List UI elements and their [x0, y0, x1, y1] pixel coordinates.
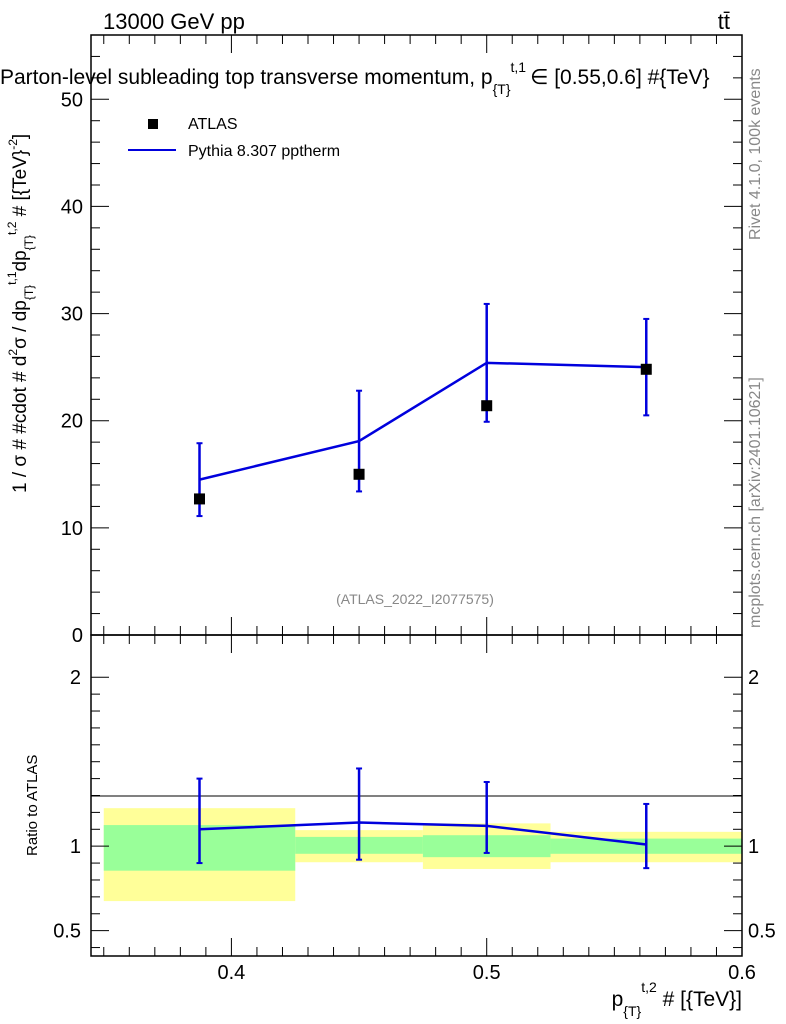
y-tick-label: 30: [61, 304, 83, 326]
data-point: [640, 363, 652, 375]
y-tick-label: 40: [61, 196, 83, 218]
data-point: [194, 493, 205, 505]
ratio-y-tick-label: 2: [70, 667, 81, 689]
rivet-label: Rivet 4.1.0, 100k events: [747, 68, 764, 240]
main-series: [194, 302, 652, 518]
ratio-series: [196, 767, 650, 870]
main-ylabel: 1 / σ # #cdot # d2σ / dp{T}t,1dp{T}t,2 #…: [5, 134, 36, 493]
ratio-y-tick-label-right: 0.5: [748, 921, 776, 943]
mcplots-label: mcplots.cern.ch [arXiv:2401.10621]: [747, 377, 764, 628]
ratio-y-tick-label-right: 1: [748, 836, 759, 858]
ratio-ylabel: Ratio to ATLAS: [24, 755, 41, 856]
y-tick-label: 50: [61, 89, 83, 111]
main-title: Parton-level subleading top transverse m…: [0, 59, 710, 97]
legend-data-label: ATLAS: [188, 116, 238, 133]
x-tick-label: 0.4: [218, 962, 246, 984]
process-label: tt̄: [718, 9, 730, 34]
ratio-panel: 0.5 0.5 1 1 2 2 0.4 0.5 0.6 Ratio to ATLAS p{T}t…: [24, 634, 776, 1019]
y-tick-label: 20: [61, 411, 83, 433]
legend: ATLAS Pythia 8.307 pptherm: [128, 116, 340, 160]
legend-data-marker: [148, 119, 158, 129]
main-panel: 10 20 30 40 50 0 (ATLAS_2022_I2077575) ATLAS …: [0, 34, 743, 647]
ratio-line: [199, 821, 647, 846]
mc-line: [199, 361, 647, 481]
energy-label: 13000 GeV pp: [103, 9, 245, 34]
x-tick-label: 0.5: [473, 962, 501, 984]
data-point: [353, 468, 365, 480]
legend-mc-label: Pythia 8.307 pptherm: [188, 143, 340, 160]
y-tick-label: 10: [61, 518, 83, 540]
x-tick-label: 0.6: [728, 962, 756, 984]
title-text: Parton-level subleading top transverse m…: [0, 66, 493, 89]
ratio-y-tick-label: 1: [70, 836, 81, 858]
ratio-y-tick-label-right: 2: [748, 667, 759, 689]
title-rest: ∈ [0.55,0.6] #{TeV}: [530, 66, 709, 89]
watermark: (ATLAS_2022_I2077575): [336, 591, 494, 607]
ratio-ticks: 0.5 0.5 1 1 2 2 0.4 0.5 0.6: [53, 635, 776, 984]
ratio-xlabel: p{T}t,2 # [{TeV}]: [612, 979, 742, 1019]
title-sub: {T}: [493, 81, 511, 97]
main-ticks: 10 20 30 40 50 0: [61, 35, 743, 647]
title-sup: t,1: [511, 59, 527, 75]
y-tick-label-zero: 0: [72, 625, 83, 647]
data-point: [481, 400, 493, 412]
ratio-y-tick-label: 0.5: [53, 921, 81, 943]
